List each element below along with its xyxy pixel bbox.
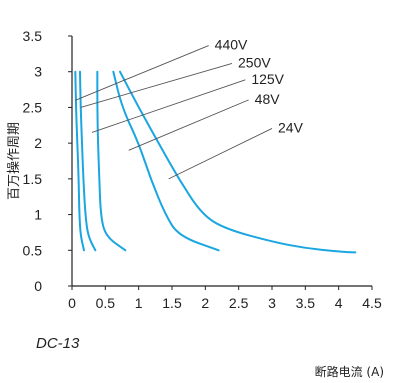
y-tick-label: 2.5 <box>23 99 43 115</box>
series-label-250v: 250V <box>238 54 271 70</box>
series-lines <box>74 70 357 254</box>
x-tick-label: 3.5 <box>296 295 316 311</box>
y-tick-label: 0 <box>34 278 42 294</box>
axes <box>71 36 372 287</box>
x-tick-label: 2 <box>201 295 209 311</box>
x-tick-label: 1.5 <box>162 295 182 311</box>
callout-leader-48v <box>128 99 249 151</box>
x-tick-label: 0 <box>68 295 76 311</box>
tick-labels: 0 0.5 1 1.5 2 2.5 3 3.5 4 4.5 0 0.5 1 1.5 2 2.5 3 3.5 <box>23 28 382 311</box>
series-line-440v <box>74 70 85 252</box>
callout-leader-250v <box>80 62 233 108</box>
x-axis-label: 断路电流 (A) <box>315 364 384 379</box>
y-tick-label: 2 <box>34 135 42 151</box>
series-label-440v: 440V <box>215 37 248 53</box>
callout-leader-440v <box>75 45 209 101</box>
x-tick-label: 0.5 <box>96 295 116 311</box>
y-tick-label: 1 <box>34 207 42 223</box>
series-line-125v <box>96 70 127 252</box>
y-axis-label: 百万操作周期 <box>6 122 22 200</box>
callout-leader-24v <box>168 128 273 180</box>
x-tick-label: 2.5 <box>229 295 249 311</box>
chart-subtitle: DC-13 <box>36 335 80 352</box>
series-label-125v: 125V <box>251 71 284 87</box>
y-tick-label: 3.5 <box>23 28 43 44</box>
x-tick-label: 4 <box>335 295 343 311</box>
series-line-250v <box>79 70 97 252</box>
series-line-24v <box>119 70 357 254</box>
x-tick-label: 1 <box>135 295 143 311</box>
tick-marks <box>68 35 373 290</box>
callout-leader-125v <box>91 79 246 133</box>
y-tick-label: 3 <box>34 64 42 80</box>
series-label-48v: 48V <box>255 91 281 107</box>
x-tick-label: 3 <box>268 295 276 311</box>
series-label-24v: 24V <box>278 119 304 135</box>
series-line-48v <box>112 70 220 252</box>
x-tick-label: 4.5 <box>362 295 382 311</box>
y-tick-label: 1.5 <box>23 171 43 187</box>
y-tick-label: 0.5 <box>23 242 43 258</box>
